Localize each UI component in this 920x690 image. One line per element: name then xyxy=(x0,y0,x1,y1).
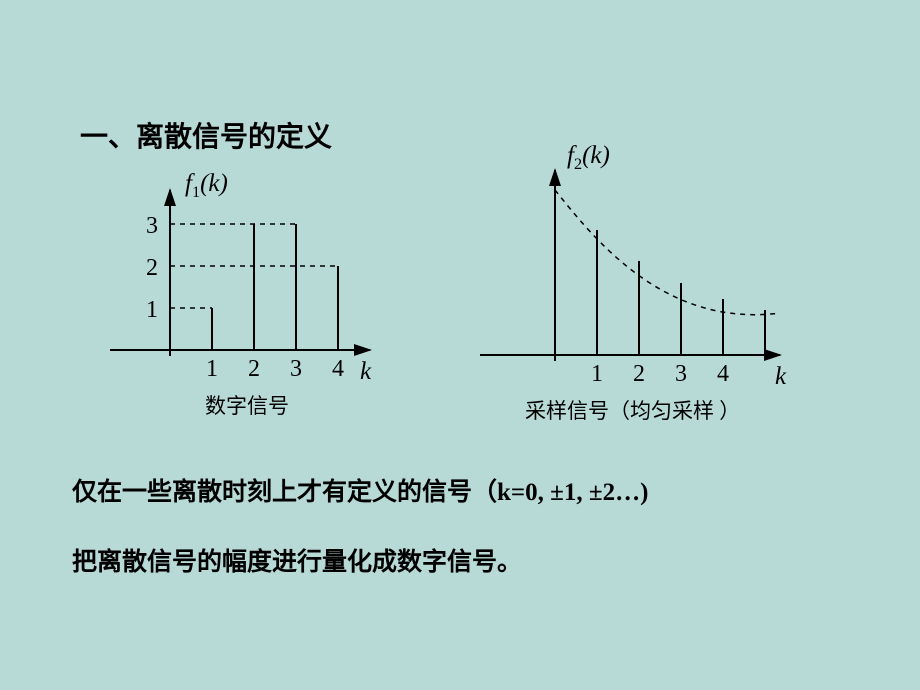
svg-text:4: 4 xyxy=(332,356,344,382)
svg-text:4: 4 xyxy=(717,361,729,385)
definition-line-2: 把离散信号的幅度进行量化成数字信号。 xyxy=(72,545,522,580)
chart2-caption: 采样信号（均匀采样 ） xyxy=(525,395,740,425)
chart1-ylabel: f1(k) xyxy=(185,170,228,202)
definition-line-1: 仅在一些离散时刻上才有定义的信号（k=0, ±1, ±2…) xyxy=(72,475,648,510)
svg-text:3: 3 xyxy=(146,213,158,239)
section-heading: 一、离散信号的定义 xyxy=(80,115,332,155)
svg-text:1: 1 xyxy=(206,356,218,382)
chart2-ylabel: f2(k) xyxy=(567,142,610,174)
svg-text:3: 3 xyxy=(675,361,687,385)
svg-text:2: 2 xyxy=(248,356,260,382)
chart2-xlabel: k xyxy=(775,363,786,391)
svg-text:2: 2 xyxy=(633,361,645,385)
chart-sampled-signal: 1234f2(k)k采样信号（均匀采样 ） xyxy=(465,160,795,455)
chart-digital-signal: 1 2 3 4 1 2 3 f1(k) k 数字信号 xyxy=(95,170,385,455)
chart1-caption: 数字信号 xyxy=(205,390,289,420)
chart1-xlabel: k xyxy=(360,358,371,386)
svg-text:2: 2 xyxy=(146,255,158,281)
svg-text:1: 1 xyxy=(146,297,158,323)
svg-text:1: 1 xyxy=(591,361,603,385)
svg-text:3: 3 xyxy=(290,356,302,382)
